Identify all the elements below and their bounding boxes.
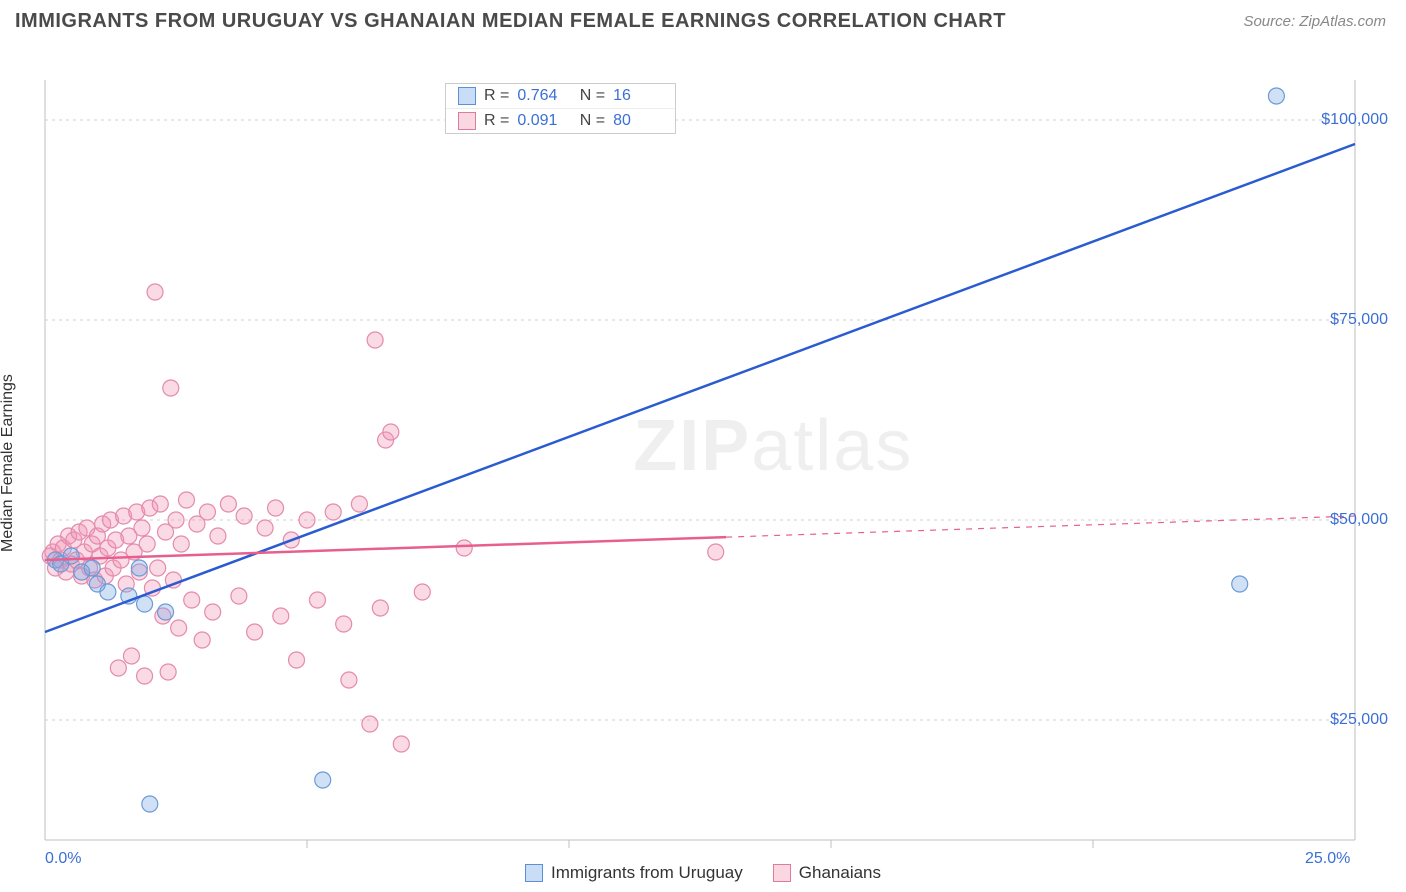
- n-value-uruguay: 16: [613, 87, 663, 105]
- chart-container: Median Female Earnings ZIPatlas R = 0.76…: [0, 38, 1406, 888]
- legend-item-ghanaian: Ghanaians: [773, 863, 881, 883]
- scatter-plot: [0, 38, 1406, 888]
- swatch-pink: [458, 112, 476, 130]
- n-label: N =: [575, 112, 605, 130]
- y-axis-label: Median Female Earnings: [0, 374, 17, 552]
- stats-legend: R = 0.764 N = 16 R = 0.091 N = 80: [445, 83, 676, 134]
- x-tick-label: 25.0%: [1305, 850, 1350, 868]
- n-label: N =: [575, 87, 605, 105]
- legend-label: Ghanaians: [799, 863, 881, 883]
- legend-label: Immigrants from Uruguay: [551, 863, 743, 883]
- source-attribution: Source: ZipAtlas.com: [1243, 13, 1386, 30]
- swatch-blue: [458, 87, 476, 105]
- header: IMMIGRANTS FROM URUGUAY VS GHANAIAN MEDI…: [0, 0, 1406, 38]
- n-value-ghanaian: 80: [613, 112, 663, 130]
- stats-row-uruguay: R = 0.764 N = 16: [446, 84, 675, 108]
- x-tick-label: 0.0%: [45, 850, 81, 868]
- r-label: R =: [484, 112, 509, 130]
- r-label: R =: [484, 87, 509, 105]
- legend-item-uruguay: Immigrants from Uruguay: [525, 863, 743, 883]
- r-value-ghanaian: 0.091: [517, 112, 567, 130]
- stats-row-ghanaian: R = 0.091 N = 80: [446, 108, 675, 133]
- y-tick-label: $75,000: [1330, 311, 1388, 329]
- y-tick-label: $50,000: [1330, 511, 1388, 529]
- chart-title: IMMIGRANTS FROM URUGUAY VS GHANAIAN MEDI…: [15, 10, 1006, 33]
- r-value-uruguay: 0.764: [517, 87, 567, 105]
- y-tick-label: $100,000: [1321, 111, 1388, 129]
- y-tick-label: $25,000: [1330, 711, 1388, 729]
- swatch-pink: [773, 864, 791, 882]
- series-legend: Immigrants from Uruguay Ghanaians: [525, 863, 881, 883]
- swatch-blue: [525, 864, 543, 882]
